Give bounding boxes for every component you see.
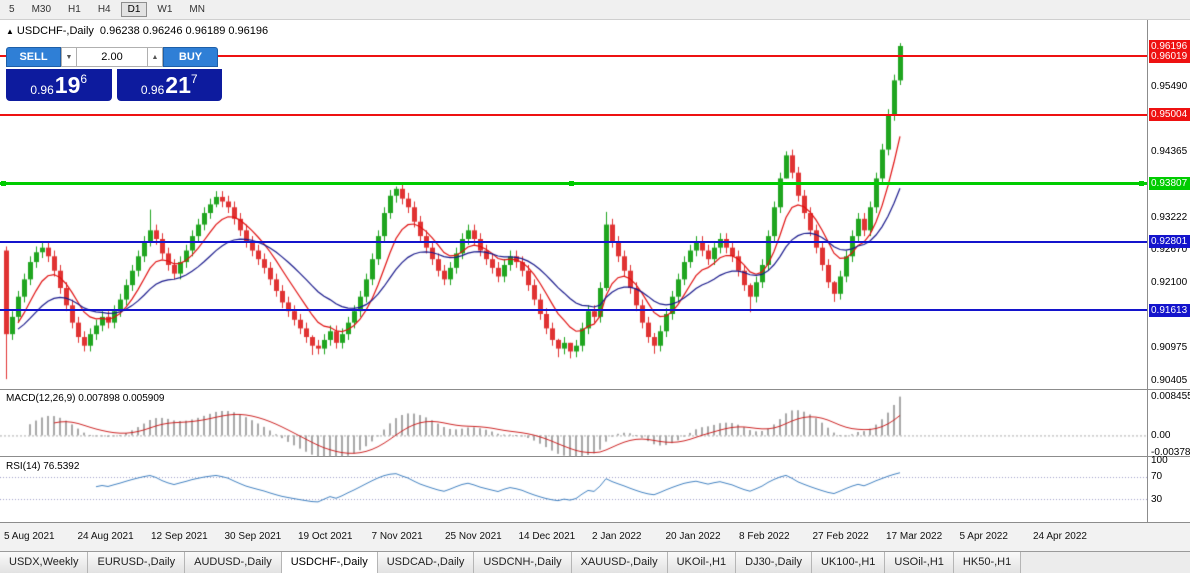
time-axis-label-11: 8 Feb 2022 xyxy=(739,531,790,542)
time-axis-label-13: 17 Mar 2022 xyxy=(886,531,943,542)
time-axis-label-14: 5 Apr 2022 xyxy=(959,531,1008,542)
price-axis-label-0.92801: 0.92801 xyxy=(1149,235,1190,249)
time-axis-label-4: 30 Sep 2021 xyxy=(224,531,282,542)
chart-tab-audusd-daily[interactable]: AUDUSD-,Daily xyxy=(185,552,282,573)
buy-price-prefix: 0.96 xyxy=(140,83,165,97)
chart-tab-usdx-weekly[interactable]: USDX,Weekly xyxy=(0,552,89,573)
buy-price-big-digits: 21 xyxy=(165,72,191,98)
one-click-trading-panel: SELL ▼ ▲ BUY 0.96 19 6 0.96 21 7 xyxy=(6,47,222,101)
sell-button[interactable]: SELL xyxy=(6,47,61,67)
time-axis-label-15: 24 Apr 2022 xyxy=(1033,531,1087,542)
timeframe-m5-button[interactable]: 5 xyxy=(9,4,15,15)
sell-price-prefix: 0.96 xyxy=(30,83,54,97)
trade-buttons-row: SELL ▼ ▲ BUY xyxy=(6,47,222,67)
sell-price-panel[interactable]: 0.96 19 6 xyxy=(6,69,112,101)
chart-active-marker-icon: ▲ xyxy=(6,27,14,36)
sell-price-big-digits: 19 xyxy=(54,72,81,98)
macd-label: MACD(12,26,9) 0.007898 0.005909 xyxy=(6,393,165,404)
horizontal-line-0.95004[interactable] xyxy=(0,113,1147,116)
rsi-axis-label-30: 30 xyxy=(1151,493,1163,505)
time-axis-label-5: 19 Oct 2021 xyxy=(298,531,353,542)
price-axis-label-0.92100: 0.92100 xyxy=(1151,276,1188,288)
line-handle-middle[interactable] xyxy=(569,181,574,186)
price-axis-label-0.96019: 0.96019 xyxy=(1149,49,1190,63)
timeframe-m30-button[interactable]: M30 xyxy=(31,4,52,15)
time-axis-label-1: 5 Aug 2021 xyxy=(4,531,55,542)
time-axis-label-9: 2 Jan 2022 xyxy=(592,531,642,542)
time-axis-label-10: 20 Jan 2022 xyxy=(665,531,721,542)
time-axis-label-2: 24 Aug 2021 xyxy=(77,531,134,542)
price-axis-label-0.90405: 0.90405 xyxy=(1151,374,1188,386)
chart-tab-bar: USDX,Weekly EURUSD-,Daily AUDUSD-,Daily USD… xyxy=(0,551,1190,573)
rsi-indicator-canvas[interactable] xyxy=(0,457,1147,522)
panel-separator xyxy=(0,456,1190,457)
sell-price-pipette: 6 xyxy=(80,72,88,86)
price-axis-label-0.94365: 0.94365 xyxy=(1151,146,1188,158)
horizontal-line-0.91613[interactable] xyxy=(0,309,1147,312)
time-axis-label-12: 27 Feb 2022 xyxy=(812,531,869,542)
macd-indicator-canvas[interactable] xyxy=(0,390,1147,457)
price-axis-label-0.96196: 0.96196 xyxy=(1149,39,1190,53)
timeframe-toolbar: 5 M30 H1 H4 D1 W1 MN xyxy=(0,0,1190,20)
buy-price-panel[interactable]: 0.96 21 7 xyxy=(116,69,222,101)
chart-tab-xauusd-daily[interactable]: XAUUSD-,Daily xyxy=(571,552,668,573)
chart-tab-usdcnh-daily[interactable]: USDCNH-,Daily xyxy=(474,552,572,573)
chart-window: ▲ USDCHF-,Daily 0.96238 0.96246 0.96189 0.… xyxy=(0,20,1190,551)
rsi-axis-label-100: 100 xyxy=(1151,454,1168,466)
price-axis-label-0.95490: 0.95490 xyxy=(1151,81,1188,93)
time-axis-label-3: 12 Sep 2021 xyxy=(151,531,208,542)
chart-tab-ukoil-h1[interactable]: UKOil-,H1 xyxy=(667,552,737,573)
chart-tab-usdcad-daily[interactable]: USDCAD-,Daily xyxy=(377,552,475,573)
timeframe-mn-button[interactable]: MN xyxy=(189,4,205,15)
chart-tab-usoil-h1[interactable]: USOil-,H1 xyxy=(885,552,954,573)
chart-tab-uk100-h1[interactable]: UK100-,H1 xyxy=(811,552,886,573)
price-axis-label-0.91613: 0.91613 xyxy=(1149,303,1190,317)
chart-ohlc-values: 0.96238 0.96246 0.96189 0.96196 xyxy=(99,25,269,37)
trade-prices-row: 0.96 19 6 0.96 21 7 xyxy=(6,69,222,101)
price-axis-label-0.92670: 0.92670 xyxy=(1151,243,1188,255)
rsi-label: RSI(14) 76.5392 xyxy=(6,461,80,472)
timeframe-w1-button[interactable]: W1 xyxy=(157,4,173,15)
chart-tab-dj30-daily[interactable]: DJ30-,Daily xyxy=(736,552,812,573)
volume-input[interactable] xyxy=(76,47,148,67)
horizontal-line-0.96019[interactable] xyxy=(0,55,1147,58)
buy-price-pipette: 7 xyxy=(190,72,198,86)
time-axis-label-7: 25 Nov 2021 xyxy=(445,531,502,542)
price-axis-label-0.93807: 0.93807 xyxy=(1149,177,1190,191)
buy-button[interactable]: BUY xyxy=(163,47,218,67)
timeframe-d1-button[interactable]: D1 xyxy=(120,2,148,17)
macd-axis-label-0.008455: 0.008455 xyxy=(1151,391,1190,403)
timeframe-h4-button[interactable]: H4 xyxy=(97,4,111,15)
rsi-axis-label-70: 70 xyxy=(1151,471,1163,483)
chart-symbol-period: USDCHF-,Daily xyxy=(16,25,94,37)
volume-decrease-button[interactable]: ▼ xyxy=(61,47,76,67)
line-handle-left[interactable] xyxy=(1,181,6,186)
volume-increase-button[interactable]: ▲ xyxy=(148,47,163,67)
timeframe-h1-button[interactable]: H1 xyxy=(68,4,81,15)
chart-tab-usdchf-daily[interactable]: USDCHF-,Daily xyxy=(281,552,378,573)
time-axis-label-8: 14 Dec 2021 xyxy=(518,531,576,542)
price-axis-label-0.90975: 0.90975 xyxy=(1151,341,1188,353)
price-axis-label-0.93222: 0.93222 xyxy=(1151,212,1188,224)
horizontal-line-0.92801[interactable] xyxy=(0,240,1147,243)
line-handle-right[interactable] xyxy=(1139,181,1144,186)
time-axis-label-6: 7 Nov 2021 xyxy=(371,531,423,542)
macd-axis-label--0.00378: -0.00378 xyxy=(1151,447,1190,459)
price-axis-border xyxy=(1147,20,1148,522)
chart-tab-hk50-h1[interactable]: HK50-,H1 xyxy=(953,552,1022,573)
time-axis: 5 Aug 2021 24 Aug 2021 12 Sep 2021 30 Sep 2… xyxy=(0,522,1190,551)
panel-separator xyxy=(0,389,1190,390)
macd-axis-label-0.00: 0.00 xyxy=(1151,429,1171,441)
chart-title: ▲ USDCHF-,Daily 0.96238 0.96246 0.96189 0.… xyxy=(6,25,268,37)
chart-tab-eurusd-daily[interactable]: EURUSD-,Daily xyxy=(88,552,186,573)
price-axis-label-0.95004: 0.95004 xyxy=(1149,108,1190,122)
